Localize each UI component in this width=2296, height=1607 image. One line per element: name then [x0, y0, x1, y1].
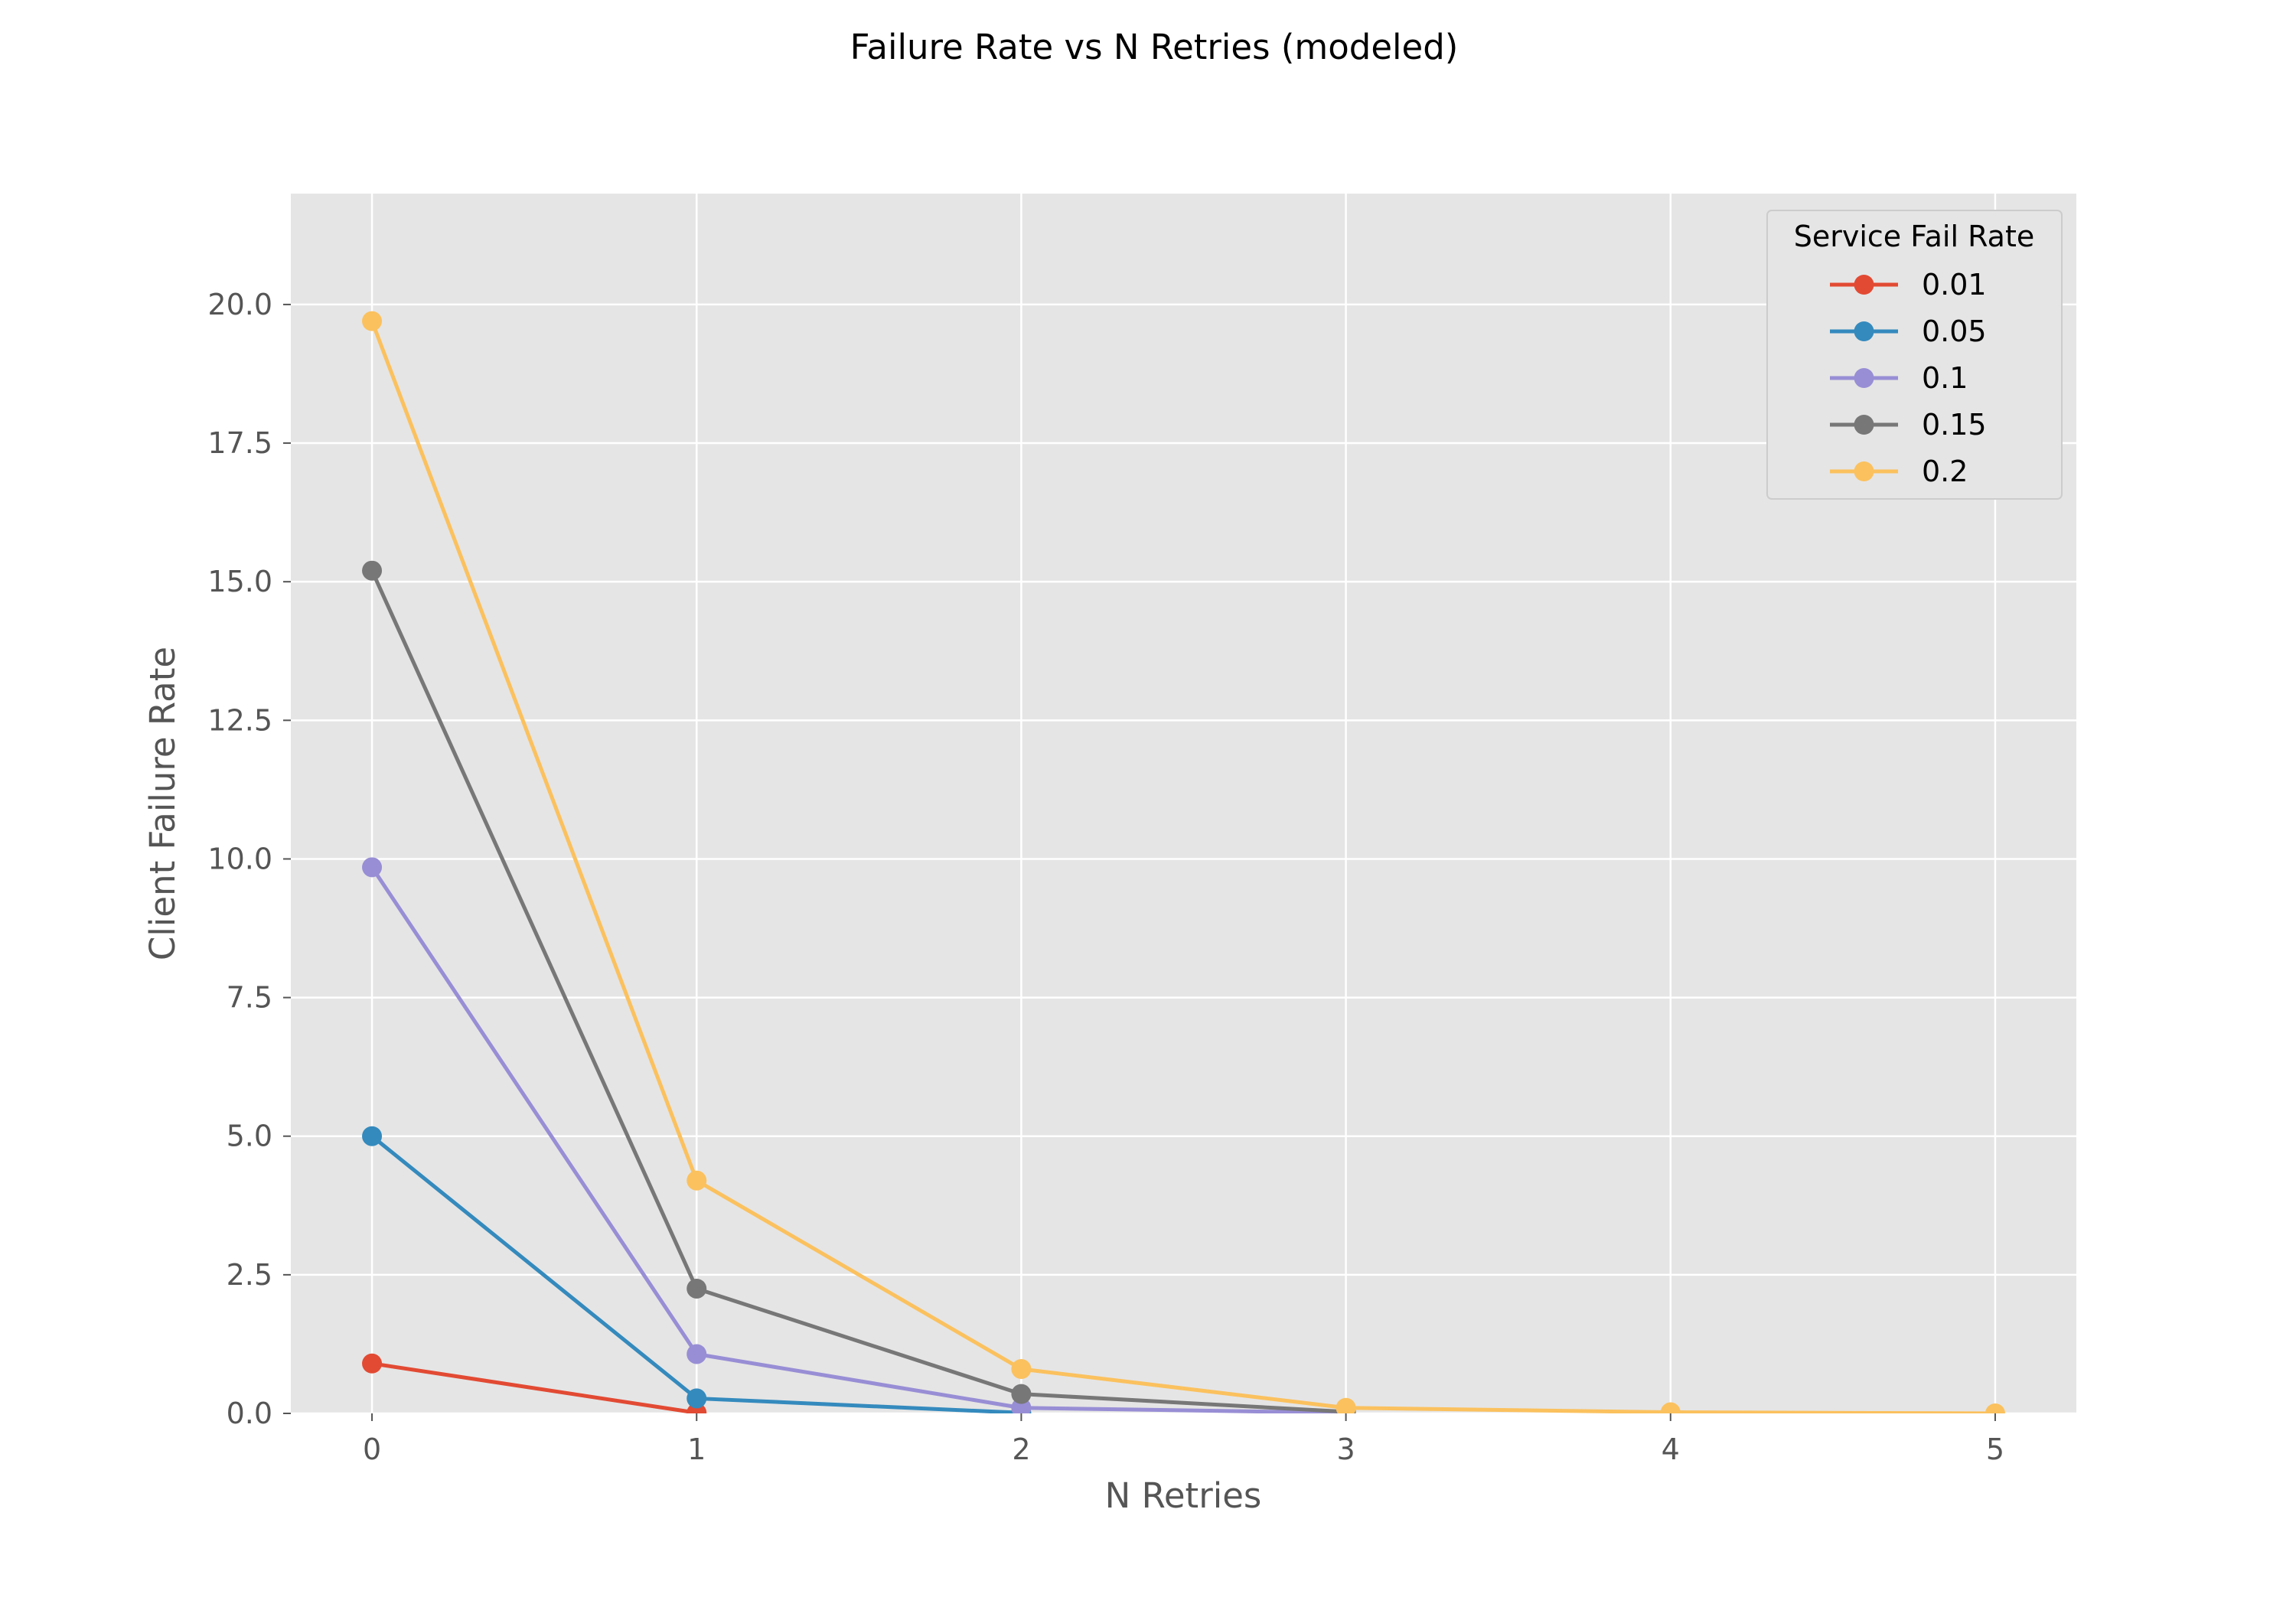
y-tick-label: 5.0 — [227, 1120, 272, 1153]
data-point-0.15 — [687, 1278, 707, 1299]
data-point-0.2 — [1660, 1402, 1681, 1413]
y-tick-label: 0.0 — [227, 1397, 272, 1430]
series-line-0.2 — [370, 319, 1998, 1413]
legend-marker — [1854, 415, 1874, 435]
legend-box — [1766, 210, 2063, 500]
x-tick-label: 2 — [1012, 1433, 1030, 1466]
x-tick-label: 4 — [1662, 1433, 1680, 1466]
y-tick-label: 17.5 — [207, 426, 272, 460]
legend-marker — [1854, 275, 1874, 295]
y-tick-label: 2.5 — [227, 1258, 272, 1292]
data-point-0.2 — [362, 311, 383, 331]
legend-label: 0.05 — [1922, 315, 1987, 348]
data-point-0.05 — [362, 1126, 383, 1146]
series-group — [362, 311, 2005, 1413]
legend: Service Fail Rate 0.01 0.05 0.1 0.15 0.2 — [1766, 210, 2063, 500]
legend-item-0.05: 0.05 — [1830, 315, 1987, 348]
data-point-0.15 — [362, 560, 383, 581]
y-tick-label: 12.5 — [207, 703, 272, 737]
legend-label: 0.2 — [1922, 455, 1968, 488]
data-point-0.2 — [1011, 1359, 1032, 1380]
data-point-0.2 — [1336, 1397, 1356, 1413]
legend-item-0.15: 0.15 — [1830, 408, 1987, 442]
legend-title: Service Fail Rate — [1794, 220, 2035, 253]
tick-labels: 0 1 2 3 4 5 0.0 2.5 5.0 7.5 10.0 12.5 15.0 17.5 20.0 — [207, 288, 2004, 1466]
legend-marker — [1854, 461, 1874, 481]
data-point-0.1 — [687, 1344, 707, 1364]
y-axis-label: Client Failure Rate — [142, 647, 183, 960]
y-tick-label: 7.5 — [227, 981, 272, 1015]
series-line-0.01 — [370, 1361, 699, 1413]
y-tick-label: 20.0 — [207, 288, 272, 321]
data-point-0.1 — [362, 857, 383, 878]
x-tick-label: 5 — [1986, 1433, 2004, 1466]
y-tick-label: 10.0 — [207, 842, 272, 875]
data-point-0.05 — [687, 1388, 707, 1409]
legend-label: 0.15 — [1922, 408, 1987, 442]
legend-items: 0.01 0.05 0.1 0.15 0.2 — [1830, 268, 1987, 488]
data-point-0.01 — [362, 1353, 383, 1374]
x-tick-label: 0 — [363, 1433, 381, 1466]
data-point-0.15 — [1011, 1384, 1032, 1404]
x-tick-label: 3 — [1336, 1433, 1355, 1466]
x-axis-label: N Retries — [1105, 1475, 1262, 1516]
legend-label: 0.01 — [1922, 268, 1987, 302]
y-tick-label: 15.0 — [207, 565, 272, 598]
data-point-0.2 — [687, 1170, 707, 1191]
series-line-0.1 — [370, 865, 1349, 1413]
grid — [291, 194, 2076, 1415]
legend-marker — [1854, 321, 1874, 341]
legend-item-0.01: 0.01 — [1830, 268, 1987, 302]
series-line-0.15 — [370, 569, 1349, 1413]
chart-title: Failure Rate vs N Retries (modeled) — [850, 27, 1459, 67]
legend-item-0.1: 0.1 — [1830, 361, 1968, 395]
x-tick-label: 1 — [687, 1433, 706, 1466]
legend-marker — [1854, 368, 1874, 388]
series-layer — [362, 311, 2005, 1413]
data-point-0.2 — [1985, 1403, 2005, 1413]
legend-label: 0.1 — [1922, 361, 1968, 395]
legend-item-0.2: 0.2 — [1830, 455, 1968, 488]
